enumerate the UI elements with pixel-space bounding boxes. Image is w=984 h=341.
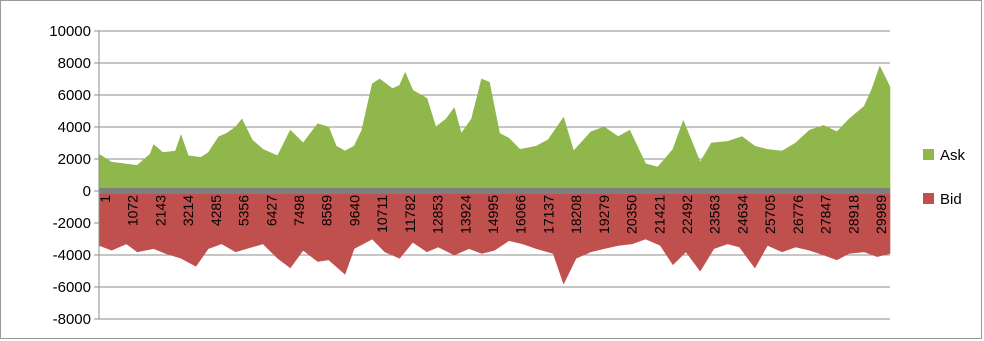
x-tick-label: 8569 — [319, 195, 335, 226]
x-tick-label: 7498 — [291, 195, 307, 226]
y-tick-label: -6000 — [53, 279, 91, 296]
y-tick-label: -4000 — [53, 247, 91, 264]
legend: Ask Bid — [923, 147, 966, 208]
x-tick-labels: 1 1072 2143 3214 4285 5356 6427 7498 8569 9640 107… — [97, 195, 889, 234]
x-tick-label: 11782 — [402, 195, 418, 233]
x-tick-label: 1 — [97, 195, 113, 203]
x-tick-label: 1072 — [125, 195, 141, 226]
y-tick-label: 10000 — [49, 23, 91, 40]
zero-axis — [99, 188, 890, 194]
x-tick-label: 28918 — [845, 195, 861, 234]
legend-swatch-ask — [923, 149, 934, 160]
x-tick-label: 26776 — [790, 195, 806, 234]
y-tick-label: -8000 — [53, 311, 91, 328]
y-tick-label: 6000 — [58, 87, 91, 104]
x-tick-label: 18208 — [568, 195, 584, 234]
y-tick-labels: 10000 8000 6000 4000 2000 0 -2000 -4000 -6000 -80… — [49, 23, 91, 328]
x-tick-label: 5356 — [236, 195, 252, 226]
y-tick-label: -2000 — [53, 215, 91, 232]
x-tick-label: 25705 — [762, 195, 778, 234]
x-tick-label: 21421 — [651, 195, 667, 234]
x-tick-label: 22492 — [679, 195, 695, 234]
series-areas — [98, 65, 891, 285]
series-area-ask — [98, 65, 891, 192]
x-tick-label: 29989 — [873, 195, 889, 234]
x-tick-label: 10711 — [374, 195, 390, 233]
y-tick-label: 2000 — [58, 151, 91, 168]
x-tick-label: 4285 — [208, 195, 224, 226]
x-tick-label: 3214 — [180, 195, 196, 226]
x-tick-label: 12853 — [430, 195, 446, 234]
y-tick-label: 8000 — [58, 55, 91, 72]
x-tick-label: 6427 — [263, 195, 279, 226]
x-tick-label: 19279 — [596, 195, 612, 234]
legend-label-bid: Bid — [940, 191, 962, 208]
legend-swatch-bid — [923, 193, 934, 204]
x-tick-label: 17137 — [540, 195, 556, 234]
legend-label-ask: Ask — [940, 147, 966, 164]
x-tick-label: 27847 — [818, 195, 834, 234]
x-tick-label: 23563 — [707, 195, 723, 234]
x-tick-label: 16066 — [513, 195, 529, 234]
x-tick-label: 13924 — [457, 195, 473, 234]
series-area-bid — [98, 190, 891, 285]
y-tick-label: 0 — [83, 183, 91, 200]
x-tick-label: 14995 — [485, 195, 501, 234]
x-tick-label: 2143 — [152, 195, 168, 226]
axes — [94, 30, 890, 320]
y-tick-label: 4000 — [58, 119, 91, 136]
x-tick-label: 20350 — [624, 195, 640, 234]
x-tick-label: 9640 — [346, 195, 362, 226]
x-tick-label: 24634 — [734, 195, 750, 234]
